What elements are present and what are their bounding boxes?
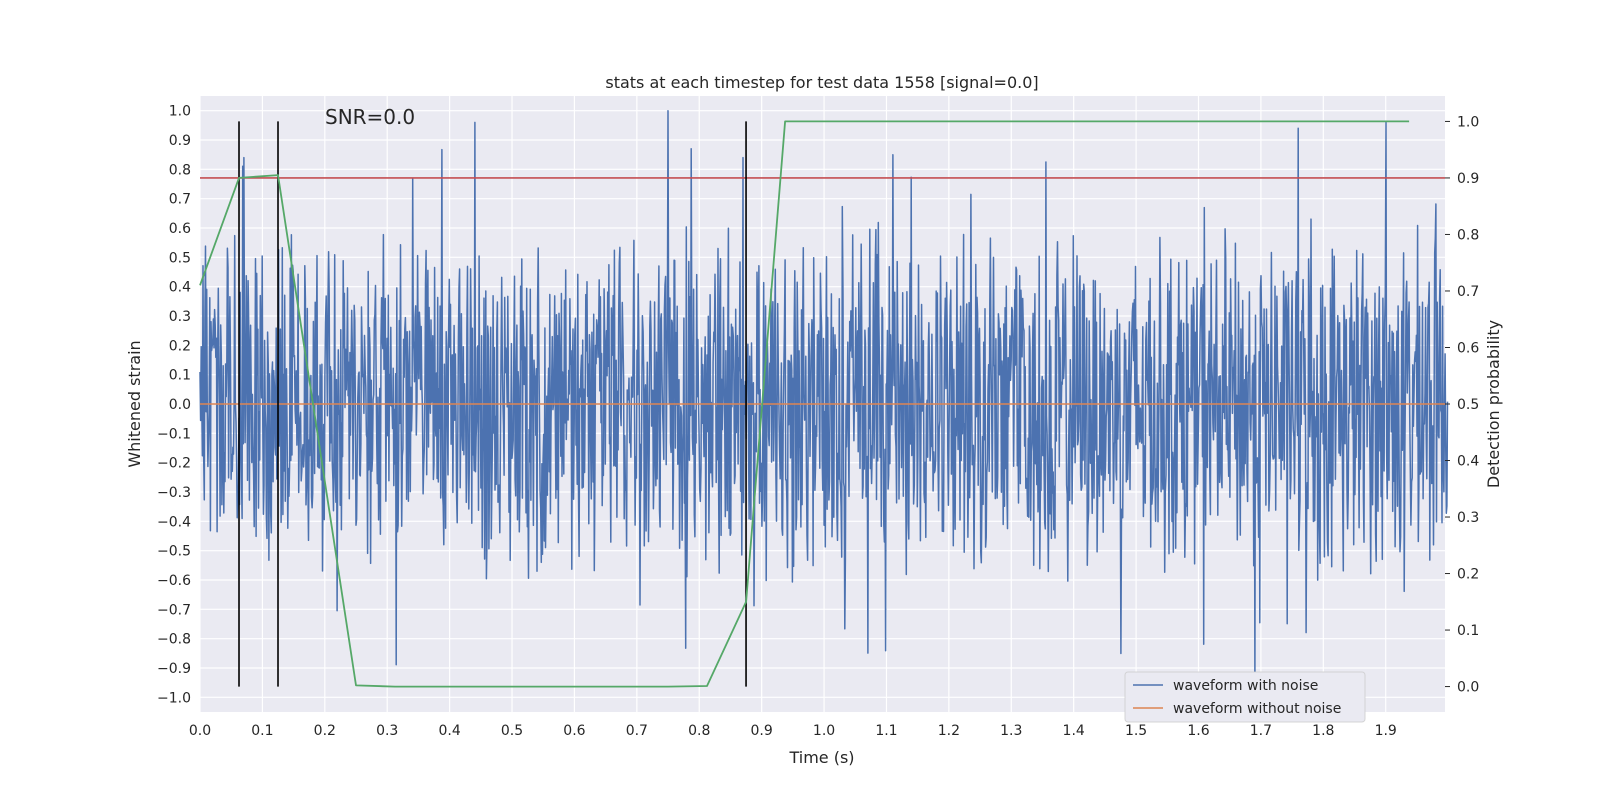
x-tick-label: 0.8 — [688, 723, 710, 739]
x-tick-label: 1.8 — [1312, 723, 1334, 739]
y2-tick-label: 0.8 — [1457, 227, 1479, 243]
x-tick-label: 0.4 — [438, 723, 460, 739]
y2-tick-label: 0.0 — [1457, 680, 1479, 696]
y-tick-label: 0.0 — [169, 397, 191, 413]
y2-tick-label: 0.3 — [1457, 510, 1479, 526]
y-tick-label: −0.9 — [157, 661, 191, 677]
y-tick-label: −0.7 — [157, 602, 191, 618]
x-tick-label: 1.7 — [1250, 723, 1272, 739]
y2-axis-label: Detection probability — [1484, 320, 1503, 488]
x-tick-label: 1.1 — [875, 723, 897, 739]
x-tick-label: 0.7 — [626, 723, 648, 739]
y2-tick-label: 1.0 — [1457, 114, 1479, 130]
y2-tick-label: 0.1 — [1457, 623, 1479, 639]
series-layer — [199, 109, 1449, 688]
x-tick-label: 1.4 — [1063, 723, 1085, 739]
y-axis-left: 1.0 0.9 0.8 0.7 0.6 0.5 0.4 0.3 0.2 0.1 0.0 −0.1 −0.… — [157, 104, 191, 707]
y-tick-label: 0.2 — [169, 338, 191, 354]
y-tick-label: 0.5 — [169, 250, 191, 266]
y-tick-label: −0.6 — [157, 573, 191, 589]
y-tick-label: −0.3 — [157, 485, 191, 501]
x-tick-label: 0.1 — [251, 723, 273, 739]
legend-label-clean: waveform without noise — [1173, 701, 1341, 717]
x-tick-label: 0.9 — [751, 723, 773, 739]
y-tick-label: −0.4 — [157, 514, 191, 530]
y-tick-label: −0.2 — [157, 456, 191, 472]
snr-annotation: SNR=0.0 — [325, 105, 415, 129]
y-tick-label: 0.7 — [169, 192, 191, 208]
x-tick-label: 1.3 — [1000, 723, 1022, 739]
y-axis-right: 1.0 0.9 0.8 0.7 0.6 0.5 0.4 0.3 0.2 0.1 0.0 — [1445, 114, 1479, 696]
y-tick-label: −0.1 — [157, 426, 191, 442]
y2-tick-label: 0.4 — [1457, 454, 1479, 470]
y-tick-label: 1.0 — [169, 104, 191, 120]
y-tick-label: 0.6 — [169, 221, 191, 237]
series-line-detection-probability — [199, 120, 1410, 688]
x-tick-label: 0.5 — [501, 723, 523, 739]
x-tick-label: 1.5 — [1125, 723, 1147, 739]
x-tick-label: 1.6 — [1187, 723, 1209, 739]
x-tick-label: 1.9 — [1375, 723, 1397, 739]
x-tick-label: 1.0 — [813, 723, 835, 739]
legend-label-noise: waveform with noise — [1173, 678, 1318, 694]
y-tick-label: 0.8 — [169, 162, 191, 178]
y-tick-label: −1.0 — [157, 690, 191, 706]
y-tick-label: 0.1 — [169, 368, 191, 384]
series-line-waveform-with-noise — [199, 109, 1449, 684]
y-tick-label: −0.5 — [157, 544, 191, 560]
y2-tick-label: 0.2 — [1457, 567, 1479, 583]
y-tick-label: 0.3 — [169, 309, 191, 325]
x-axis-label: Time (s) — [788, 748, 854, 767]
x-tick-label: 0.0 — [189, 723, 211, 739]
x-tick-label: 0.6 — [563, 723, 585, 739]
y2-tick-label: 0.6 — [1457, 340, 1479, 356]
y-tick-label: 0.4 — [169, 280, 191, 296]
chart-title: stats at each timestep for test data 155… — [605, 73, 1038, 92]
y-tick-label: 0.9 — [169, 133, 191, 149]
y2-tick-label: 0.9 — [1457, 171, 1479, 187]
legend-box — [1124, 671, 1366, 723]
x-tick-label: 0.3 — [376, 723, 398, 739]
x-axis: 0.0 0.1 0.2 0.3 0.4 0.5 0.6 0.7 0.8 0.9 1.0 1.1 1.2 1… — [189, 723, 1397, 739]
x-tick-label: 1.2 — [938, 723, 960, 739]
y-axis-label: Whitened strain — [125, 340, 144, 467]
legend: waveform with noise waveform without noi… — [1124, 671, 1366, 723]
y2-tick-label: 0.5 — [1457, 397, 1479, 413]
y-tick-label: −0.8 — [157, 632, 191, 648]
y2-tick-label: 0.7 — [1457, 284, 1479, 300]
x-tick-label: 0.2 — [314, 723, 336, 739]
